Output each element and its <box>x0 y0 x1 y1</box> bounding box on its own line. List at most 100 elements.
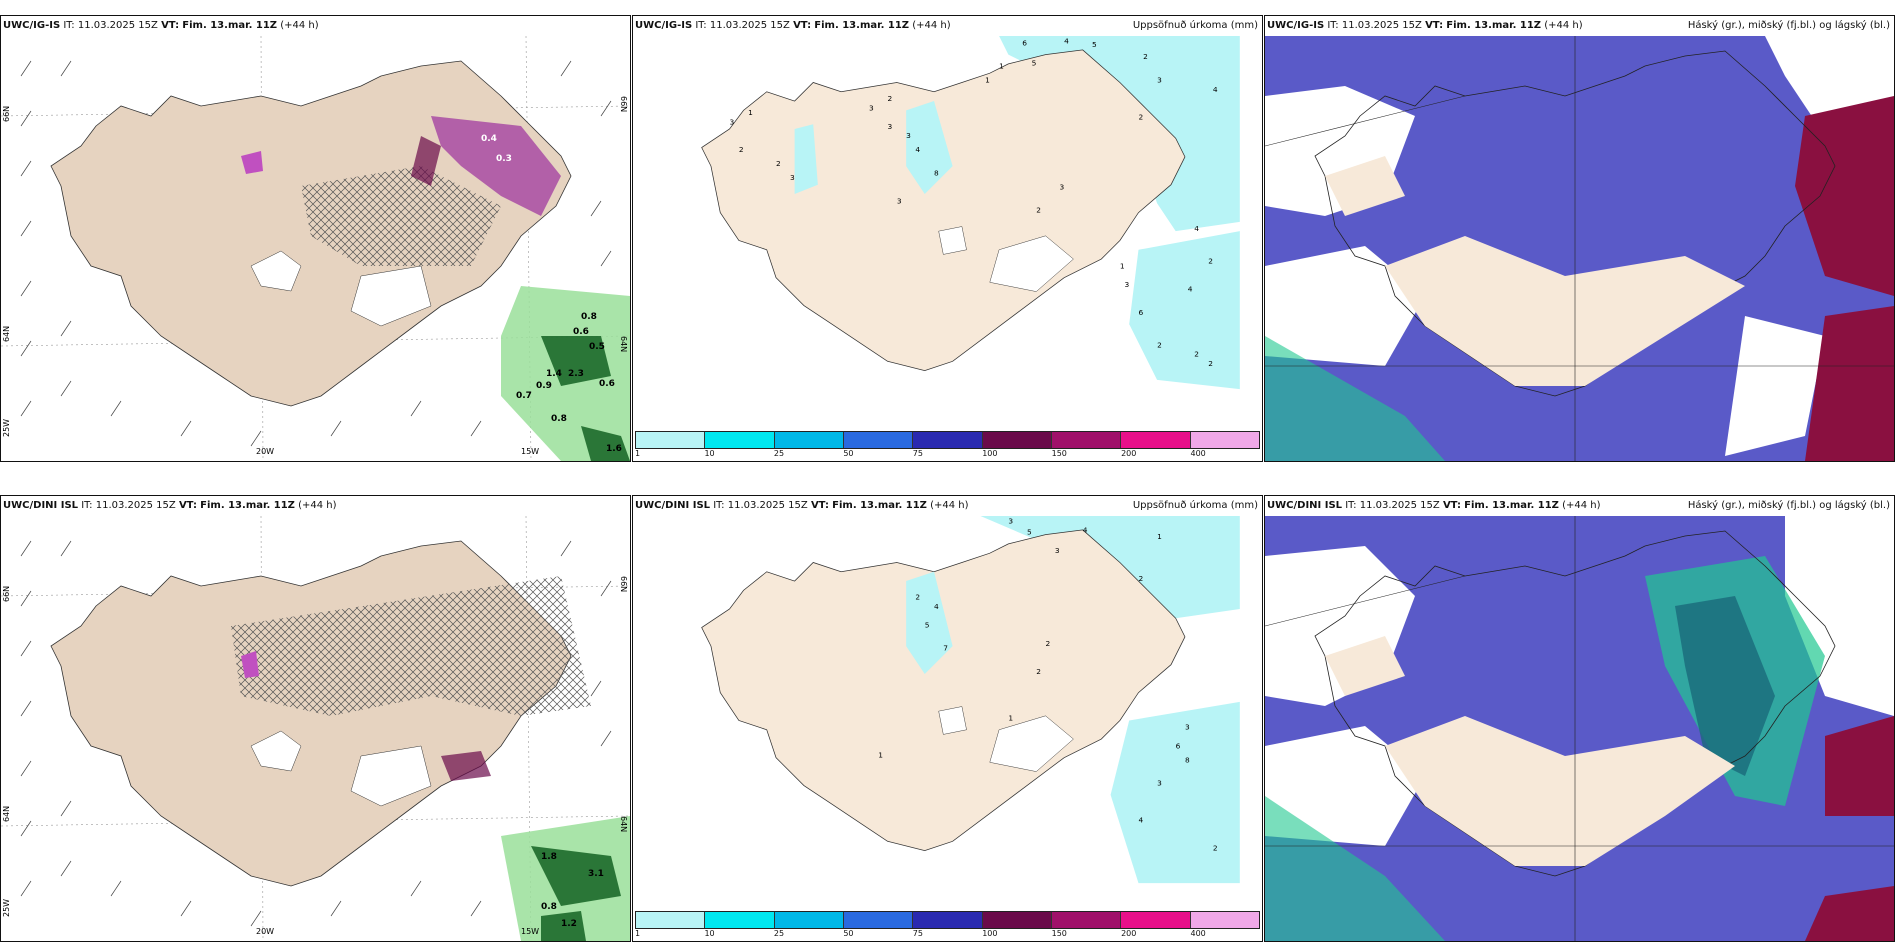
svg-text:4: 4 <box>934 602 939 611</box>
panel-header: UWC/DINI ISL IT: 11.03.2025 15Z VT: Fim.… <box>635 500 969 511</box>
precip-purple-area <box>431 116 561 216</box>
svg-text:3: 3 <box>1059 182 1064 191</box>
colorbar-label: 150 <box>1051 449 1067 458</box>
svg-text:2: 2 <box>776 159 781 168</box>
colorbar-swatch <box>843 912 914 928</box>
colorbar-label: 25 <box>773 449 785 458</box>
svg-text:66N: 66N <box>2 106 11 122</box>
panel-igis-wind: UWC/IG-IS IT: 11.03.2025 15Z VT: Fim. 13… <box>0 15 631 462</box>
precip-values: 0.8 0.6 0.5 1.4 2.3 0.9 0.6 0.7 0.8 1.6 … <box>481 134 622 454</box>
svg-text:3: 3 <box>888 122 893 131</box>
colorbar-label: 100 <box>982 929 998 938</box>
svg-text:2: 2 <box>1208 359 1213 368</box>
svg-text:2: 2 <box>1046 639 1051 648</box>
panel-header: UWC/IG-IS IT: 11.03.2025 15Z VT: Fim. 13… <box>1267 20 1583 31</box>
panel-right-title: Uppsöfnuð úrkoma (mm) <box>1132 500 1258 511</box>
colorbar-swatch <box>982 432 1052 448</box>
panel-header: UWC/DINI ISL IT: 11.03.2025 15Z VT: Fim.… <box>3 500 337 511</box>
svg-text:3: 3 <box>790 173 795 182</box>
svg-text:5: 5 <box>925 621 930 630</box>
colorbar-label: 50 <box>843 929 854 938</box>
svg-text:2: 2 <box>1143 52 1148 61</box>
svg-text:15W: 15W <box>521 927 539 936</box>
colorbar-swatch <box>1051 912 1122 928</box>
colorbar-swatch <box>1190 432 1259 448</box>
svg-text:3: 3 <box>869 103 874 112</box>
svg-text:7: 7 <box>943 644 948 653</box>
panel-igis-clouds: UWC/IG-IS IT: 11.03.2025 15Z VT: Fim. 13… <box>1264 15 1895 462</box>
svg-text:2.3: 2.3 <box>568 369 584 379</box>
colorbar-swatch <box>982 912 1052 928</box>
svg-text:4: 4 <box>1064 36 1069 45</box>
svg-text:0.6: 0.6 <box>599 379 615 389</box>
map-clouds-igis <box>1265 36 1894 461</box>
colorbar-swatch <box>774 432 844 448</box>
svg-text:0.9: 0.9 <box>536 381 552 391</box>
svg-text:5: 5 <box>1027 528 1032 537</box>
svg-text:4: 4 <box>1138 816 1143 825</box>
svg-text:5: 5 <box>1032 59 1037 68</box>
svg-text:2: 2 <box>1036 667 1041 676</box>
map-precip-igis: 6 4 5 2 1 1 5 3 2 4 3 2 1 3 2 3 3 2 3 4 … <box>655 36 1240 404</box>
svg-text:3.1: 3.1 <box>588 869 604 879</box>
svg-text:1: 1 <box>1157 532 1162 541</box>
colorbar-swatch <box>913 912 983 928</box>
colorbar-label: 75 <box>912 929 923 938</box>
svg-text:0.7: 0.7 <box>516 391 532 401</box>
precip-values: 6 4 5 2 1 1 5 3 2 4 3 2 1 3 2 3 3 2 3 4 … <box>730 36 1218 368</box>
svg-text:0.8: 0.8 <box>551 414 567 424</box>
svg-text:8: 8 <box>934 168 939 177</box>
svg-text:3: 3 <box>1125 280 1130 289</box>
svg-text:0.8: 0.8 <box>581 312 597 322</box>
panel-dini-wind: UWC/DINI ISL IT: 11.03.2025 15Z VT: Fim.… <box>0 495 631 942</box>
svg-text:2: 2 <box>1138 574 1143 583</box>
panel-igis-precip: UWC/IG-IS IT: 11.03.2025 15Z VT: Fim. 13… <box>632 15 1263 462</box>
svg-text:6: 6 <box>1138 308 1143 317</box>
svg-text:20W: 20W <box>256 447 274 456</box>
svg-text:1.4: 1.4 <box>546 369 562 379</box>
svg-text:66N: 66N <box>2 586 11 602</box>
svg-text:3: 3 <box>1157 75 1162 84</box>
colorbar-swatch <box>913 432 983 448</box>
svg-text:3: 3 <box>1055 546 1060 555</box>
panel-right-title: Háský (gr.), miðský (fj.bl.) og lágský (… <box>1687 500 1890 511</box>
colorbar-label: 400 <box>1190 449 1206 458</box>
map-clouds-dini <box>1265 516 1894 941</box>
precip-values: 1.8 3.1 0.8 1.2 <box>541 852 604 929</box>
colorbar-label: 75 <box>912 449 923 458</box>
colorbar-label: 10 <box>704 929 715 938</box>
panel-header: UWC/IG-IS IT: 11.03.2025 15Z VT: Fim. 13… <box>3 20 319 31</box>
svg-text:1: 1 <box>1008 713 1013 722</box>
panel-header: UWC/IG-IS IT: 11.03.2025 15Z VT: Fim. 13… <box>635 20 951 31</box>
svg-text:2: 2 <box>1138 113 1143 122</box>
colorbar-swatch <box>843 432 914 448</box>
colorbar-label: 10 <box>704 449 715 458</box>
colorbar-label: 200 <box>1121 929 1137 938</box>
colorbar-swatch <box>636 432 706 448</box>
svg-text:4: 4 <box>1194 224 1199 233</box>
svg-text:3: 3 <box>1157 779 1162 788</box>
svg-text:64N: 64N <box>2 806 11 822</box>
panel-dini-precip: UWC/DINI ISL IT: 11.03.2025 15Z VT: Fim.… <box>632 495 1263 942</box>
svg-text:2: 2 <box>915 593 920 602</box>
svg-text:20W: 20W <box>256 927 274 936</box>
colorbar-swatch <box>636 912 706 928</box>
svg-text:0.4: 0.4 <box>481 134 497 144</box>
colorbar-label: 100 <box>982 449 998 458</box>
svg-text:2: 2 <box>1194 350 1199 359</box>
svg-text:4: 4 <box>915 145 920 154</box>
map-wind-igis: 0.8 0.6 0.5 1.4 2.3 0.9 0.6 0.7 0.8 1.6 … <box>1 36 630 461</box>
svg-text:2: 2 <box>1036 206 1041 215</box>
svg-text:64N: 64N <box>619 816 628 832</box>
svg-text:64N: 64N <box>619 336 628 352</box>
svg-text:4: 4 <box>1188 285 1193 294</box>
colorbar-swatch <box>1121 432 1191 448</box>
precip-colorbar: 1 10 25 50 75 100 150 200 400 <box>633 431 1262 459</box>
svg-text:4: 4 <box>1083 526 1088 535</box>
svg-text:0.5: 0.5 <box>589 342 605 352</box>
map-precip-dini: 3 5 4 1 3 2 4 2 5 7 2 3 6 8 3 4 2 1 1 2 <box>655 516 1240 884</box>
svg-text:8: 8 <box>1185 755 1190 764</box>
svg-text:3: 3 <box>897 196 902 205</box>
svg-text:66N: 66N <box>619 96 628 112</box>
svg-text:2: 2 <box>739 145 744 154</box>
